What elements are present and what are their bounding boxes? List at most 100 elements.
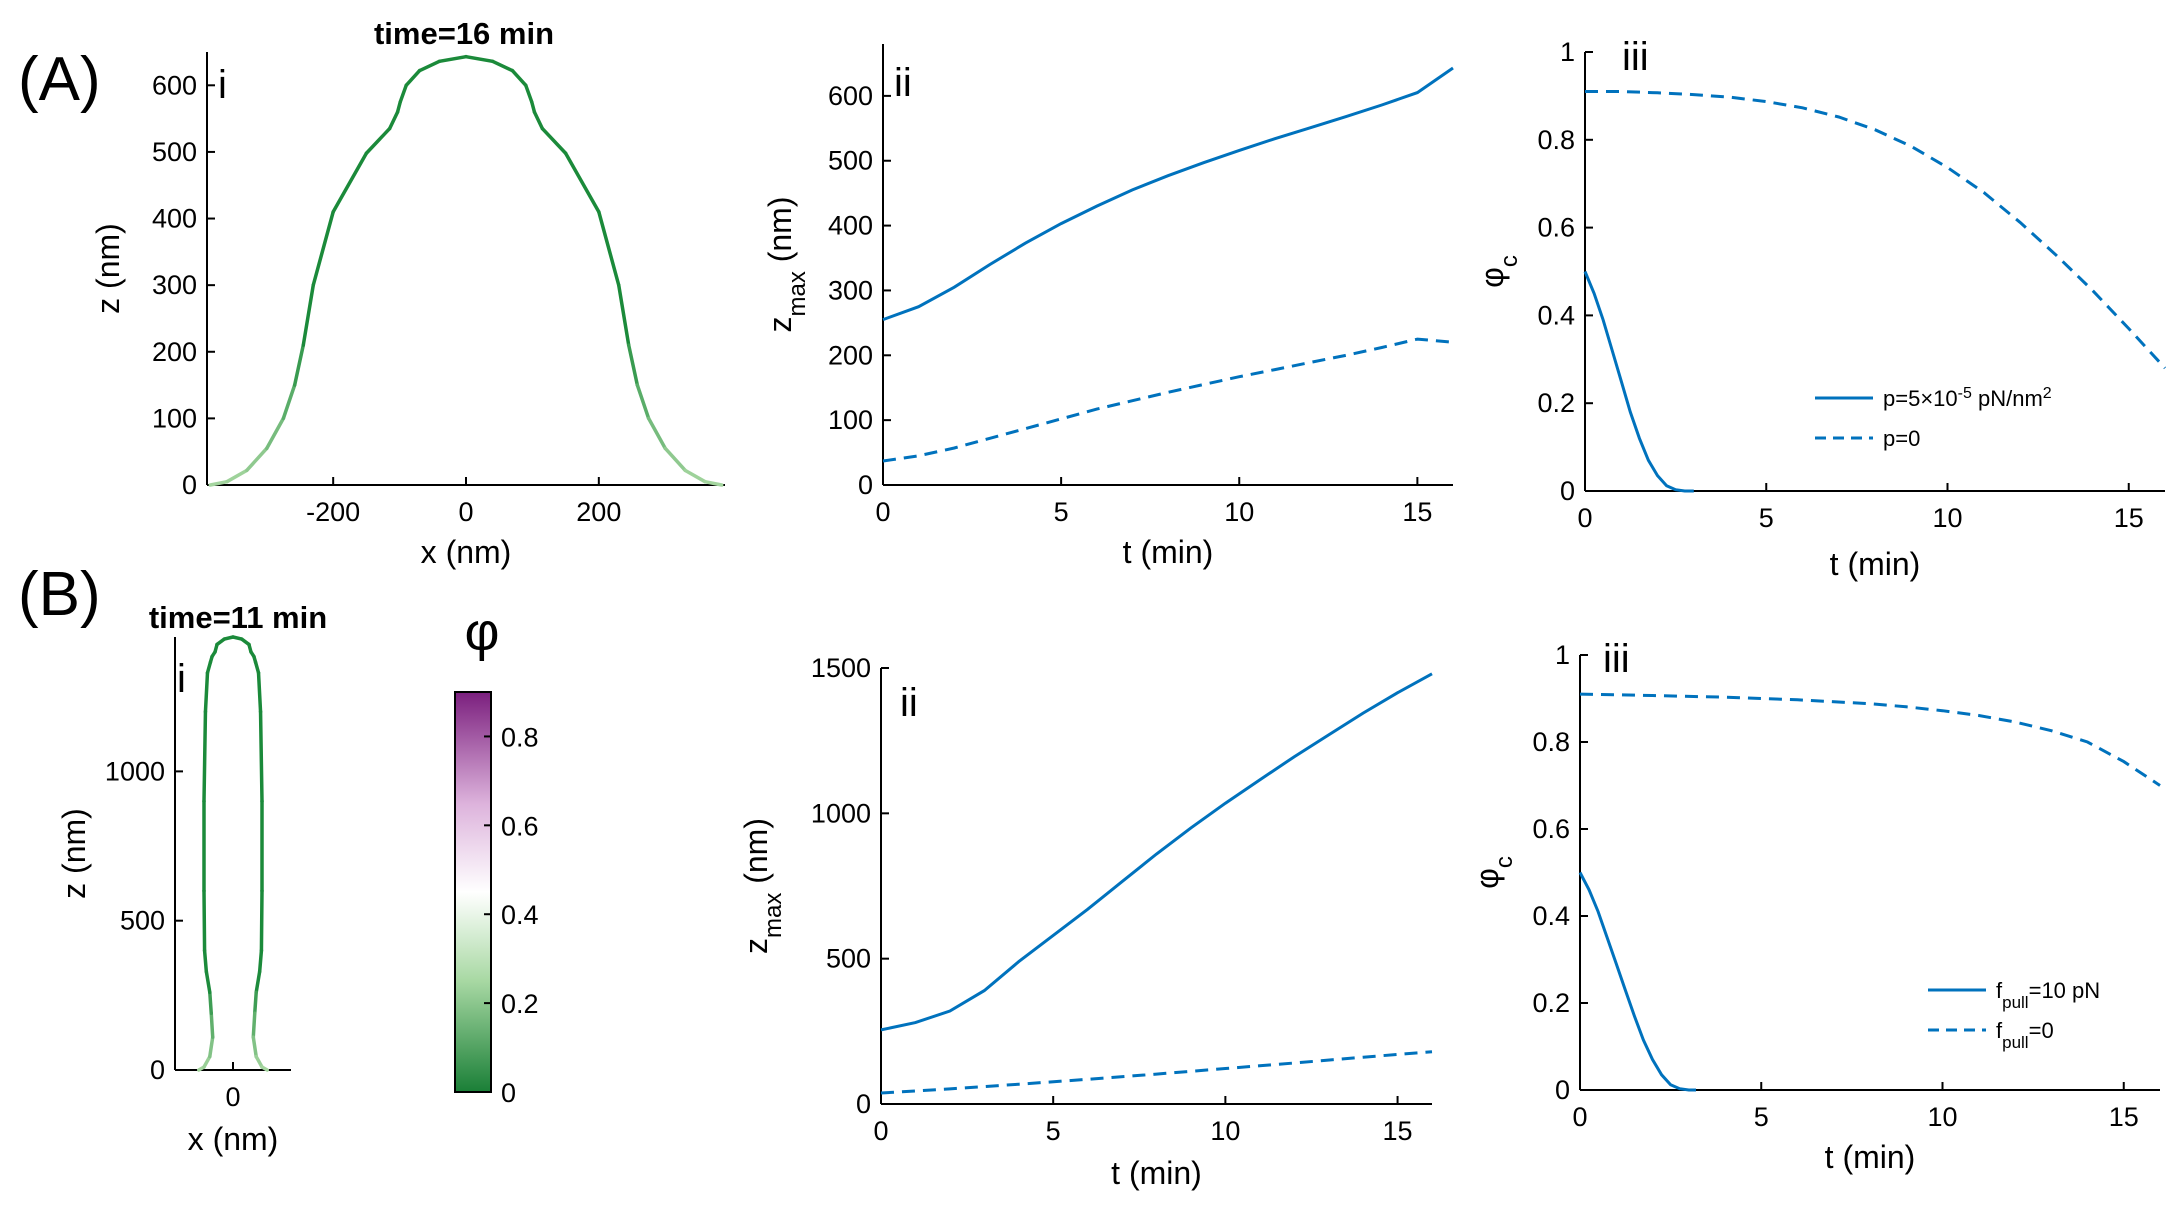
membrane-profile-segment xyxy=(251,1011,257,1039)
membrane-profile-segment xyxy=(364,126,392,156)
series-line-solid xyxy=(882,66,1454,322)
x-axis-label: t (min) xyxy=(1825,1139,1916,1175)
series-line-dashed xyxy=(1585,90,2167,370)
y-tick-label: 500 xyxy=(826,944,871,974)
legend-label: p=0 xyxy=(1883,426,1920,451)
y-tick-label: 300 xyxy=(828,275,873,305)
legend: p=5×10-5 pN/nm2 p=0 xyxy=(1815,385,2052,451)
membrane-profile-segment xyxy=(683,468,707,484)
chart-title: time=16 min xyxy=(374,16,554,51)
membrane-profile-segment xyxy=(540,126,568,156)
panel-label-b: (B) xyxy=(18,560,101,629)
x-tick-label: 15 xyxy=(1402,497,1432,527)
y-axis-label: zmax (nm) xyxy=(738,818,787,954)
membrane-profile-segment xyxy=(202,948,209,974)
chart-a-iii-phi-c: 0 5 10 15 0 0.2 0.4 0.6 0.8 1 t (min) φc iii p=5×10-5… xyxy=(1474,35,2167,582)
chart-b-i-membrane-profile: 0 0 500 1000 x (nm) z (nm) i time=11 min xyxy=(56,600,327,1157)
x-tick-label: 10 xyxy=(1210,1116,1240,1146)
y-axis-label: z (nm) xyxy=(56,808,92,899)
y-tick-label: 0.2 xyxy=(1532,988,1570,1018)
y-tick-label: 600 xyxy=(152,70,197,100)
colorbar-tick-label: 0.6 xyxy=(501,811,539,841)
membrane-profile-segment xyxy=(257,948,264,974)
y-tick-label: 0.8 xyxy=(1537,125,1575,155)
membrane-profile-segment xyxy=(663,446,687,473)
x-tick-label: 15 xyxy=(2114,503,2144,533)
colorbar-tick-label: 0.4 xyxy=(501,900,539,930)
membrane-profile-segment xyxy=(202,1054,212,1069)
membrane-profile-segment xyxy=(490,59,515,73)
x-tick-label: 5 xyxy=(1754,1102,1769,1132)
y-tick-label: 1000 xyxy=(811,798,871,828)
y-tick-label: 0 xyxy=(856,1089,871,1119)
panel-numeral: iii xyxy=(1622,35,1649,79)
legend-label: fpull=10 pN xyxy=(1996,978,2100,1012)
y-tick-label: 1 xyxy=(1555,640,1570,670)
membrane-profile-segment xyxy=(597,210,621,287)
membrane-profile-segment xyxy=(626,343,640,387)
y-axis-label: zmax (nm) xyxy=(762,197,811,333)
membrane-profile-segment xyxy=(225,468,249,484)
y-tick-label: 1500 xyxy=(811,653,871,683)
y-tick-label: 1000 xyxy=(105,756,165,786)
membrane-profile-segment xyxy=(532,110,545,131)
y-tick-label: 1 xyxy=(1560,37,1575,67)
x-tick-label: 0 xyxy=(458,497,473,527)
membrane-profile-segment xyxy=(256,671,263,714)
y-tick-label: 100 xyxy=(828,405,873,435)
legend-label: p=5×10-5 pN/nm2 xyxy=(1883,385,2052,412)
x-tick-label: 0 xyxy=(1572,1102,1587,1132)
y-tick-label: 200 xyxy=(828,340,873,370)
y-tick-label: 500 xyxy=(152,137,197,167)
membrane-profile-segment xyxy=(205,660,213,675)
x-axis-label: t (min) xyxy=(1123,534,1214,570)
series-line-dashed xyxy=(1579,692,2161,787)
y-axis-label: φc xyxy=(1474,255,1523,288)
membrane-profile-segment xyxy=(202,709,208,803)
membrane-profile-segment xyxy=(204,969,212,995)
membrane-profile-segment xyxy=(254,1054,264,1069)
membrane-profile-segment xyxy=(510,68,528,88)
y-tick-label: 0 xyxy=(1555,1075,1570,1105)
membrane-profile-segment xyxy=(209,1011,215,1039)
x-tick-label: 0 xyxy=(873,1116,888,1146)
y-tick-label: 0.2 xyxy=(1537,388,1575,418)
panel-label-a: (A) xyxy=(18,45,101,114)
series-line-dashed xyxy=(882,337,1454,463)
membrane-profile-segment xyxy=(301,283,316,347)
series-line-solid xyxy=(880,672,1433,1032)
membrane-profile-segment xyxy=(251,1035,258,1059)
y-tick-label: 0 xyxy=(182,470,197,500)
series-line-solid xyxy=(1578,871,1696,1092)
y-tick-label: 0.6 xyxy=(1537,213,1575,243)
membrane-profile-segment xyxy=(208,1035,215,1059)
membrane-profile-segment xyxy=(259,889,264,953)
y-tick-label: 0.6 xyxy=(1532,814,1570,844)
membrane-profile-segment xyxy=(404,68,422,88)
y-tick-label: 600 xyxy=(828,81,873,111)
colorbar-gradient xyxy=(454,691,492,1093)
membrane-profile-segment xyxy=(331,151,369,214)
colorbar: φ 0 0.2 0.4 0.6 0.8 xyxy=(454,602,539,1108)
y-axis-label: φc xyxy=(1469,856,1518,889)
membrane-profile-segment xyxy=(646,416,667,451)
membrane-profile-segment xyxy=(253,660,261,675)
membrane-profile-segment xyxy=(387,110,400,131)
x-tick-label: 0 xyxy=(1577,503,1592,533)
y-tick-label: 400 xyxy=(152,204,197,234)
membrane-profile-segment xyxy=(202,889,207,953)
x-axis-label: t (min) xyxy=(1830,546,1921,582)
panel-numeral: i xyxy=(177,657,186,701)
x-tick-label: 200 xyxy=(576,497,621,527)
series-line-dashed xyxy=(880,1050,1433,1095)
y-tick-label: 100 xyxy=(152,403,197,433)
colorbar-symbol: φ xyxy=(464,602,499,662)
x-tick-label: 15 xyxy=(1383,1116,1413,1146)
y-tick-label: 0 xyxy=(150,1055,165,1085)
membrane-profile-segment xyxy=(635,383,651,421)
membrane-profile-segment xyxy=(563,151,601,214)
y-tick-label: 400 xyxy=(828,211,873,241)
chart-b-ii-zmax: 0 5 10 15 0 500 1000 1500 t (min) zmax (nm) ii xyxy=(738,653,1433,1191)
membrane-profile-segment xyxy=(616,283,631,347)
